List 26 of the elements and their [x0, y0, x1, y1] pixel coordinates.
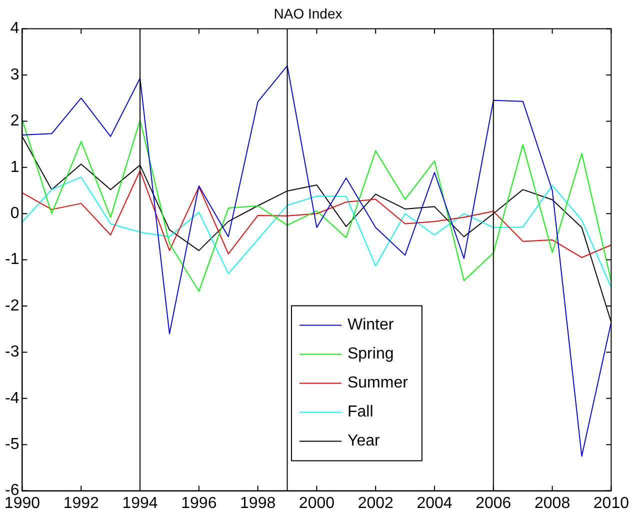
y-tick-label: 4 [10, 20, 20, 38]
x-tick-label: 2010 [593, 494, 630, 512]
y-tick-label: -3 [4, 344, 20, 361]
y-tick-label: 1 [10, 158, 20, 176]
y-tick-label: -4 [4, 390, 20, 407]
y-tick-label: 0 [10, 205, 20, 222]
legend-label: Winter [347, 316, 394, 334]
x-tick-label: 1998 [240, 494, 276, 512]
x-tick-label: 2002 [358, 494, 394, 512]
legend-label: Spring [347, 346, 394, 363]
y-tick-label: 2 [10, 112, 20, 130]
x-tick-label: 2008 [534, 494, 570, 512]
x-tick-label: 2006 [476, 494, 512, 512]
y-tick-label: -2 [4, 297, 20, 314]
x-tick-label: 1992 [63, 494, 100, 512]
x-tick-label: 1996 [181, 494, 217, 512]
y-tick-label: -1 [4, 251, 20, 268]
legend-label: Summer [347, 374, 409, 392]
y-tick-label: 3 [10, 66, 20, 84]
x-tick-label: 2004 [416, 494, 452, 512]
chart-title: NAO Index [274, 5, 342, 22]
y-tick-label: -5 [4, 436, 20, 454]
legend-label: Fall [347, 404, 374, 421]
legend-label: Year [347, 432, 380, 450]
x-tick-label: 2000 [298, 494, 335, 512]
x-tick-label: 1994 [122, 494, 158, 512]
